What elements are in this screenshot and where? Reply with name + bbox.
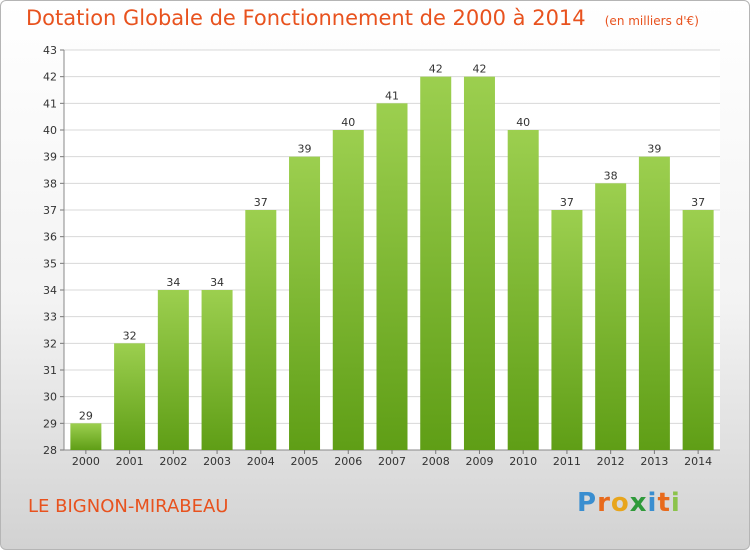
bar bbox=[420, 76, 452, 451]
bar bbox=[114, 343, 146, 450]
y-tick-label: 32 bbox=[43, 337, 57, 350]
bar-value-label: 39 bbox=[298, 143, 312, 156]
logo-letter: o bbox=[610, 488, 630, 518]
bar bbox=[157, 290, 189, 450]
x-tick-label: 2009 bbox=[465, 455, 493, 468]
x-tick-label: 2006 bbox=[334, 455, 362, 468]
commune-name: LE BIGNON-MIRABEAU bbox=[28, 496, 229, 517]
bar-value-label: 42 bbox=[472, 63, 486, 76]
bar bbox=[682, 210, 714, 450]
y-tick-label: 39 bbox=[43, 151, 57, 164]
y-tick-label: 38 bbox=[43, 177, 57, 190]
y-tick-label: 37 bbox=[43, 204, 57, 217]
bar-value-label: 38 bbox=[604, 169, 618, 182]
x-tick-label: 2008 bbox=[422, 455, 450, 468]
bar-value-label: 34 bbox=[210, 276, 224, 289]
x-tick-label: 2000 bbox=[72, 455, 100, 468]
y-tick-label: 43 bbox=[43, 44, 57, 57]
x-tick-label: 2005 bbox=[291, 455, 319, 468]
bar bbox=[332, 130, 364, 450]
logo-letter: i bbox=[647, 488, 658, 518]
y-tick-label: 29 bbox=[43, 417, 57, 430]
x-tick-label: 2003 bbox=[203, 455, 231, 468]
title-row: Dotation Globale de Fonctionnement de 20… bbox=[26, 6, 699, 30]
logo-letter: P bbox=[577, 488, 598, 518]
proxiti-logo: Proxiti bbox=[577, 488, 681, 518]
logo-letter: t bbox=[657, 488, 671, 518]
bar bbox=[245, 210, 277, 450]
bar bbox=[376, 103, 408, 450]
bar-value-label: 37 bbox=[560, 196, 574, 209]
bar bbox=[551, 210, 583, 450]
y-tick-label: 28 bbox=[43, 444, 57, 457]
bar-value-label: 40 bbox=[516, 116, 530, 129]
x-tick-label: 2007 bbox=[378, 455, 406, 468]
y-tick-label: 34 bbox=[43, 284, 57, 297]
bar-value-label: 39 bbox=[647, 143, 661, 156]
bar-value-label: 40 bbox=[341, 116, 355, 129]
x-tick-label: 2014 bbox=[684, 455, 712, 468]
y-tick-label: 41 bbox=[43, 97, 57, 110]
bar-value-label: 29 bbox=[79, 409, 93, 422]
logo-letter: r bbox=[597, 488, 611, 518]
bar-value-label: 32 bbox=[123, 329, 137, 342]
y-tick-label: 35 bbox=[43, 257, 57, 270]
y-tick-label: 31 bbox=[43, 364, 57, 377]
x-tick-label: 2001 bbox=[116, 455, 144, 468]
bar-value-label: 37 bbox=[254, 196, 268, 209]
y-tick-label: 36 bbox=[43, 231, 57, 244]
bar bbox=[463, 76, 495, 451]
logo-letter: i bbox=[670, 488, 681, 518]
bar-value-label: 34 bbox=[166, 276, 180, 289]
bar-value-label: 42 bbox=[429, 63, 443, 76]
y-tick-label: 33 bbox=[43, 311, 57, 324]
x-tick-label: 2004 bbox=[247, 455, 275, 468]
bar bbox=[70, 423, 102, 450]
logo-letter: x bbox=[629, 488, 648, 518]
bar bbox=[638, 156, 670, 450]
y-tick-label: 42 bbox=[43, 71, 57, 84]
bar bbox=[289, 156, 321, 450]
chart-title: Dotation Globale de Fonctionnement de 20… bbox=[26, 6, 586, 30]
x-tick-label: 2010 bbox=[509, 455, 537, 468]
bar-value-label: 41 bbox=[385, 89, 399, 102]
bar bbox=[201, 290, 233, 450]
x-tick-label: 2002 bbox=[159, 455, 187, 468]
x-tick-label: 2011 bbox=[553, 455, 581, 468]
bar bbox=[595, 183, 627, 451]
y-tick-label: 40 bbox=[43, 124, 57, 137]
y-tick-label: 30 bbox=[43, 391, 57, 404]
bar-value-label: 37 bbox=[691, 196, 705, 209]
x-tick-label: 2013 bbox=[640, 455, 668, 468]
x-tick-label: 2012 bbox=[597, 455, 625, 468]
bar bbox=[507, 130, 539, 450]
chart-unit: (en milliers d'€) bbox=[604, 14, 699, 28]
